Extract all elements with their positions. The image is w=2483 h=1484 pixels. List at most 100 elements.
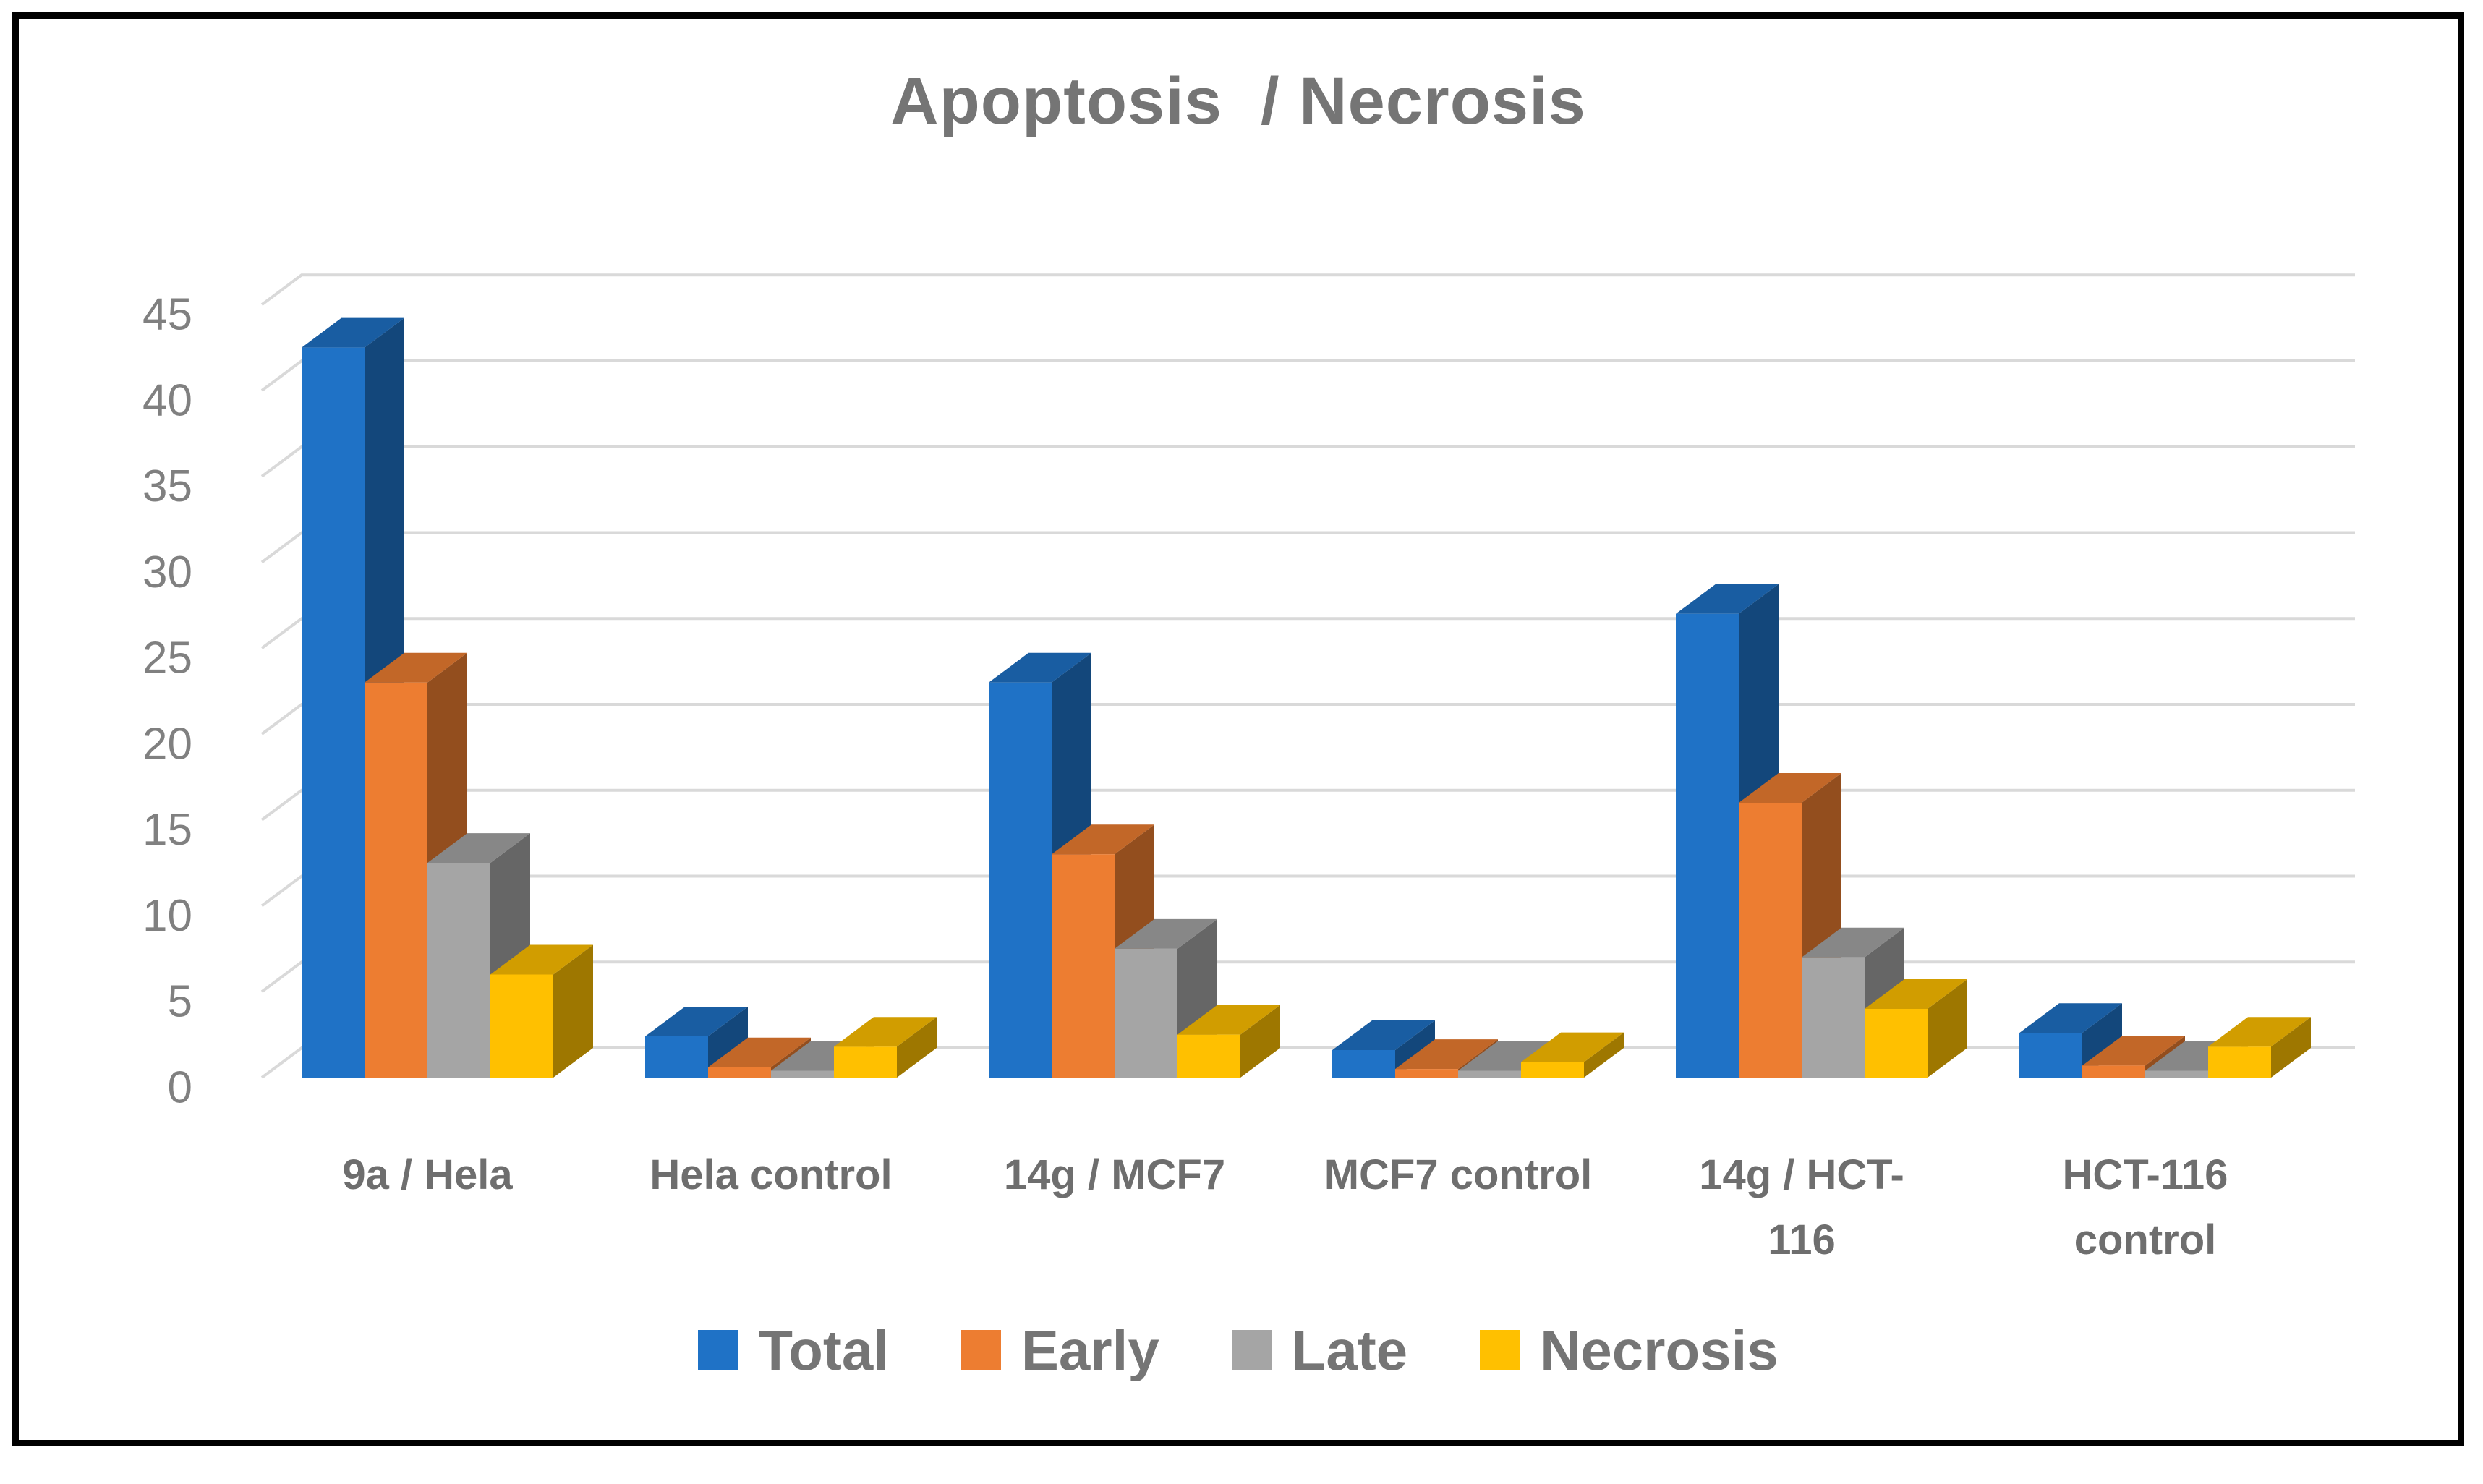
plot-area: 0 5 10 15 20 25 30 35 40 45 9a / Hela Hela control 1… xyxy=(142,273,2355,1263)
y-tick-label-5: 5 xyxy=(168,977,192,1027)
bar-side-face xyxy=(897,1017,937,1078)
y-tick-label-0: 0 xyxy=(168,1062,192,1112)
y-tick-label-20: 20 xyxy=(142,719,192,769)
legend-label-late: Late xyxy=(1291,1318,1408,1382)
bar-side-face xyxy=(2271,1017,2311,1078)
category-label-5-line2: control xyxy=(2074,1216,2217,1263)
bar-top-face xyxy=(302,317,404,348)
legend-label-total: Total xyxy=(758,1318,889,1382)
bar-front-face xyxy=(1739,803,1802,1078)
bar-top-face xyxy=(1802,927,1904,958)
bar-side-face xyxy=(1584,1032,1624,1078)
legend-swatch-necrosis-icon xyxy=(1480,1330,1520,1370)
bar-top-face xyxy=(834,1017,937,1047)
category-label-5-line1: HCT-116 xyxy=(2063,1151,2228,1198)
legend-item-early: Early xyxy=(961,1322,1159,1378)
bar-front-face xyxy=(1521,1062,1584,1078)
y-tick-label-45: 45 xyxy=(142,290,192,340)
y-gridline-35 xyxy=(260,445,2355,478)
bar-top-face xyxy=(1052,824,1154,855)
bar-side-face xyxy=(553,944,593,1078)
bar-front-face xyxy=(645,1036,708,1078)
chart-frame: Apoptosis / Necrosis 0 5 10 15 20 25 30 35 40 45 9… xyxy=(12,12,2464,1446)
bar-necrosis-5 xyxy=(2208,1017,2311,1078)
bar-top-face xyxy=(1115,918,1217,949)
bar-front-face xyxy=(834,1046,897,1078)
legend-item-total: Total xyxy=(698,1322,889,1378)
bar-front-face xyxy=(1115,948,1177,1078)
bar-front-face xyxy=(427,863,490,1078)
bar-side-face xyxy=(1240,1005,1280,1078)
bar-front-face xyxy=(1177,1034,1240,1078)
y-tick-label-40: 40 xyxy=(142,375,192,425)
bar-top-face xyxy=(427,833,530,863)
bar-top-face xyxy=(1458,1041,1561,1071)
bar-necrosis-4 xyxy=(1865,979,1967,1078)
y-gridline-25 xyxy=(260,617,2355,649)
bar-top-face xyxy=(365,652,467,683)
bar-side-face xyxy=(1928,979,1967,1078)
bar-necrosis-1 xyxy=(834,1017,937,1078)
bar-top-face xyxy=(2082,1036,2185,1066)
bar-front-face xyxy=(490,974,553,1078)
bar-top-face xyxy=(989,652,1091,683)
chart-title: Apoptosis / Necrosis xyxy=(890,64,1586,138)
y-gridline-30 xyxy=(260,531,2355,564)
bar-top-face xyxy=(1332,1020,1435,1050)
bar-necrosis-0 xyxy=(490,944,593,1078)
legend: Total Early Late Necrosis xyxy=(19,1322,2458,1378)
bar-front-face xyxy=(2145,1070,2208,1078)
bar-top-face xyxy=(645,1007,748,1036)
bar-front-face xyxy=(771,1070,834,1078)
category-label-3: MCF7 control xyxy=(1324,1151,1593,1198)
bar-front-face xyxy=(1395,1069,1458,1078)
y-gridline-15 xyxy=(260,788,2355,822)
y-tick-label-35: 35 xyxy=(142,461,192,511)
bar-top-face xyxy=(1739,773,1841,803)
y-gridline-45 xyxy=(260,273,2355,306)
bar-front-face xyxy=(2082,1065,2145,1078)
category-label-1: Hela control xyxy=(650,1151,892,1198)
y-gridline-40 xyxy=(260,359,2355,392)
category-label-2: 14g / MCF7 xyxy=(1004,1151,1225,1198)
bar-top-face xyxy=(1177,1005,1280,1035)
bar-necrosis-2 xyxy=(1177,1005,1280,1078)
bar-front-face xyxy=(1676,613,1739,1078)
bar-top-face xyxy=(1865,979,1967,1009)
bar-front-face xyxy=(1332,1050,1395,1078)
bar-front-face xyxy=(2208,1046,2271,1078)
bar-front-face xyxy=(365,682,427,1078)
bar-top-face xyxy=(708,1037,811,1067)
bar-top-face xyxy=(1676,584,1779,614)
legend-swatch-late-icon xyxy=(1231,1330,1272,1370)
bar-top-face xyxy=(2019,1003,2122,1033)
y-tick-label-25: 25 xyxy=(142,634,192,683)
category-label-4-line1: 14g / HCT- xyxy=(1699,1151,1904,1198)
bar-necrosis-3 xyxy=(1521,1032,1624,1078)
bar-front-face xyxy=(2019,1033,2082,1078)
bar-front-face xyxy=(1458,1070,1521,1078)
legend-label-necrosis: Necrosis xyxy=(1540,1318,1779,1382)
bar-top-face xyxy=(490,944,593,975)
legend-label-early: Early xyxy=(1021,1318,1159,1382)
legend-swatch-total-icon xyxy=(698,1330,738,1370)
category-label-4-line2: 116 xyxy=(1768,1216,1836,1263)
bar-top-face xyxy=(1521,1032,1624,1062)
legend-item-late: Late xyxy=(1231,1318,1408,1382)
bar-front-face xyxy=(989,682,1052,1078)
bar-front-face xyxy=(302,347,365,1078)
category-label-0: 9a / Hela xyxy=(342,1151,513,1198)
y-tick-label-15: 15 xyxy=(142,805,192,855)
bar-front-face xyxy=(1802,957,1865,1078)
y-tick-label-10: 10 xyxy=(142,891,192,941)
legend-swatch-early-icon xyxy=(961,1330,1001,1370)
bar-top-face xyxy=(2208,1017,2311,1047)
bar-top-face xyxy=(1395,1039,1498,1070)
y-gridline-20 xyxy=(260,703,2355,735)
bar-front-face xyxy=(1865,1009,1928,1078)
bar-front-face xyxy=(1052,854,1115,1078)
y-tick-label-30: 30 xyxy=(142,547,192,597)
y-gridline-10 xyxy=(260,874,2355,908)
bar-front-face xyxy=(708,1067,771,1078)
legend-item-necrosis: Necrosis xyxy=(1480,1322,1779,1378)
